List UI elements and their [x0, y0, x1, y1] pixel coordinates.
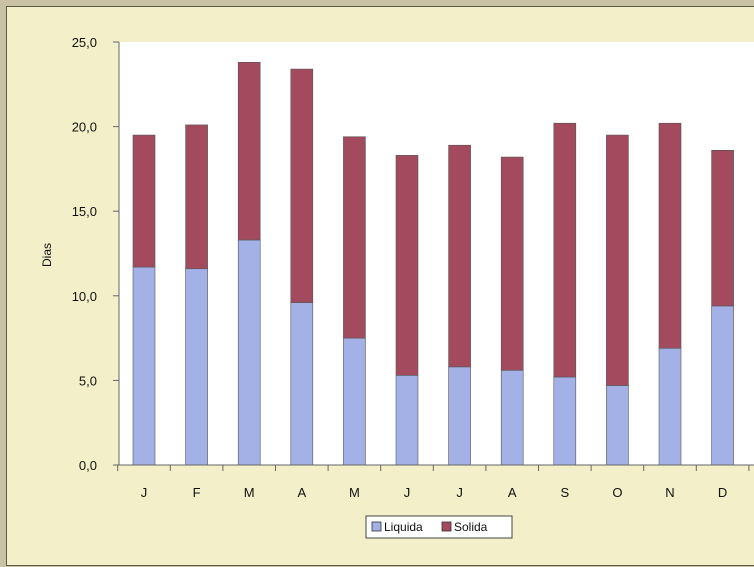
- bar-solida-10: [658, 122, 682, 349]
- bar-solida-6: [448, 144, 471, 368]
- bar-solida-8: [553, 122, 577, 378]
- bar-solida-4: [343, 136, 366, 339]
- bar-liquida-7: [500, 369, 524, 466]
- legend-label-solida: Solida: [454, 520, 488, 534]
- y-tick-label: 10,0: [72, 289, 97, 304]
- bar-solida-2: [237, 62, 261, 241]
- x-tick-label: A: [508, 485, 517, 500]
- legend-box: [365, 515, 513, 539]
- bar-solida-11: [711, 149, 734, 307]
- bar-solida-5: [395, 155, 419, 376]
- bar-solida-3: [290, 68, 314, 303]
- legend: Liquida Solida: [365, 515, 513, 539]
- bar-liquida-4: [343, 337, 366, 466]
- y-tick-label: 20,0: [72, 120, 97, 135]
- x-tick-label: A: [297, 485, 306, 500]
- bar-liquida-1: [185, 268, 208, 466]
- x-tick-label: F: [193, 485, 201, 500]
- bar-solida-0: [132, 134, 156, 268]
- legend-swatch-solida: [441, 521, 452, 532]
- bar-solida-9: [606, 134, 629, 386]
- y-ticks-layer: 0,0 5,0 10,0 15,0 20,0 25,0: [72, 35, 119, 473]
- bar-solida-1: [185, 124, 208, 270]
- bar-liquida-6: [448, 366, 471, 466]
- bar-liquida-10: [658, 347, 682, 466]
- x-tick-label: J: [456, 485, 463, 500]
- legend-swatch-liquida: [371, 521, 382, 532]
- stacked-bar-chart: 0,0 5,0 10,0 15,0 20,0 25,0 J F M A M J J A S O N D Dias…: [40, 35, 754, 539]
- bar-liquida-9: [606, 385, 629, 466]
- y-axis-label: Dias: [40, 243, 54, 267]
- legend-label-liquida: Liquida: [384, 520, 423, 534]
- chart-frame: 0,0 5,0 10,0 15,0 20,0 25,0 J F M A M J J A S O N D Dias…: [6, 6, 754, 566]
- x-tick-label: J: [404, 485, 411, 500]
- y-tick-label: 25,0: [72, 35, 97, 50]
- y-tick-label: 5,0: [79, 373, 97, 388]
- bar-liquida-3: [290, 302, 314, 466]
- bar-liquida-5: [395, 375, 419, 466]
- bar-liquida-2: [237, 239, 261, 466]
- y-tick-label: 0,0: [79, 458, 97, 473]
- x-tick-label: N: [665, 485, 674, 500]
- bar-liquida-0: [132, 266, 156, 466]
- x-tick-label: M: [244, 485, 255, 500]
- plot-area: [119, 42, 754, 465]
- bar-liquida-11: [711, 305, 734, 466]
- x-tick-label: D: [718, 485, 727, 500]
- x-tick-label: S: [560, 485, 569, 500]
- bar-liquida-8: [553, 376, 577, 466]
- y-tick-label: 15,0: [72, 204, 97, 219]
- x-tick-label: M: [349, 485, 360, 500]
- x-tick-label: J: [141, 485, 148, 500]
- bar-solida-7: [500, 156, 524, 371]
- bars-layer: [132, 62, 734, 466]
- x-tick-label: O: [612, 485, 622, 500]
